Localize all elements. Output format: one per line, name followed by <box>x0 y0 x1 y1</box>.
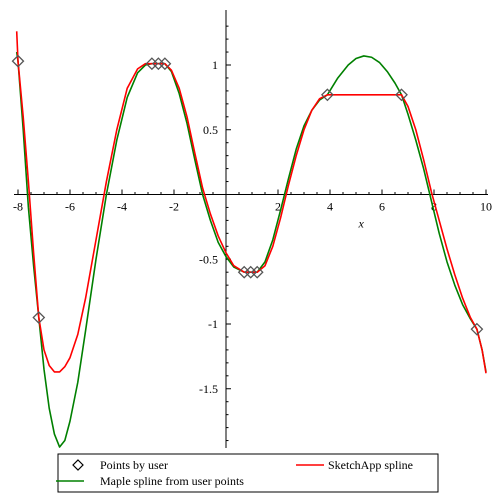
legend-items: Points by user SketchApp spline Maple spli… <box>56 458 413 488</box>
series-line-2 <box>15 51 487 448</box>
x-ticks: -8 -6 -4 -2 2 4 6 8 10 <box>13 189 492 214</box>
y-tick-label: 0.5 <box>203 123 218 137</box>
series-line-1 <box>15 31 487 374</box>
legend-label: SketchApp spline <box>328 458 413 472</box>
data-point-marker <box>32 311 46 324</box>
x-tick-label: 8 <box>431 200 437 214</box>
series-layer <box>11 31 487 448</box>
y-tick-label: -1.5 <box>199 382 218 396</box>
data-point-marker <box>158 57 172 71</box>
y-ticks: 1 0.5 -0.5 -1 -1.5 <box>199 25 231 442</box>
y-tick-label: -0.5 <box>199 252 218 266</box>
data-point-marker <box>320 88 334 102</box>
legend-box <box>57 453 439 493</box>
y-tick-label: -1 <box>208 317 218 331</box>
x-tick-label: -8 <box>13 200 23 214</box>
x-tick-label: 6 <box>379 200 385 214</box>
data-point-marker <box>11 54 25 68</box>
x-tick-label: -4 <box>117 200 127 214</box>
x-tick-label: 4 <box>327 200 333 214</box>
legend: Points by user SketchApp spline Maple spli… <box>56 453 439 493</box>
x-tick-label: 2 <box>275 200 281 214</box>
y-tick-label: 1 <box>212 58 218 72</box>
legend-marker <box>72 459 84 471</box>
x-axis-label: x <box>358 217 365 231</box>
x-tick-label: -2 <box>169 200 179 214</box>
data-point-marker <box>250 265 264 279</box>
x-tick-label: -6 <box>65 200 75 214</box>
plot-area: -8 -6 -4 -2 2 4 6 8 10 1 0.5 -0.5 -1 -1.5 x <box>11 10 492 448</box>
legend-label: Maple spline from user points <box>100 474 244 488</box>
data-point-marker <box>395 88 408 102</box>
x-tick-label: 10 <box>480 200 492 214</box>
legend-label: Points by user <box>100 458 168 472</box>
data-point-marker <box>470 322 484 336</box>
